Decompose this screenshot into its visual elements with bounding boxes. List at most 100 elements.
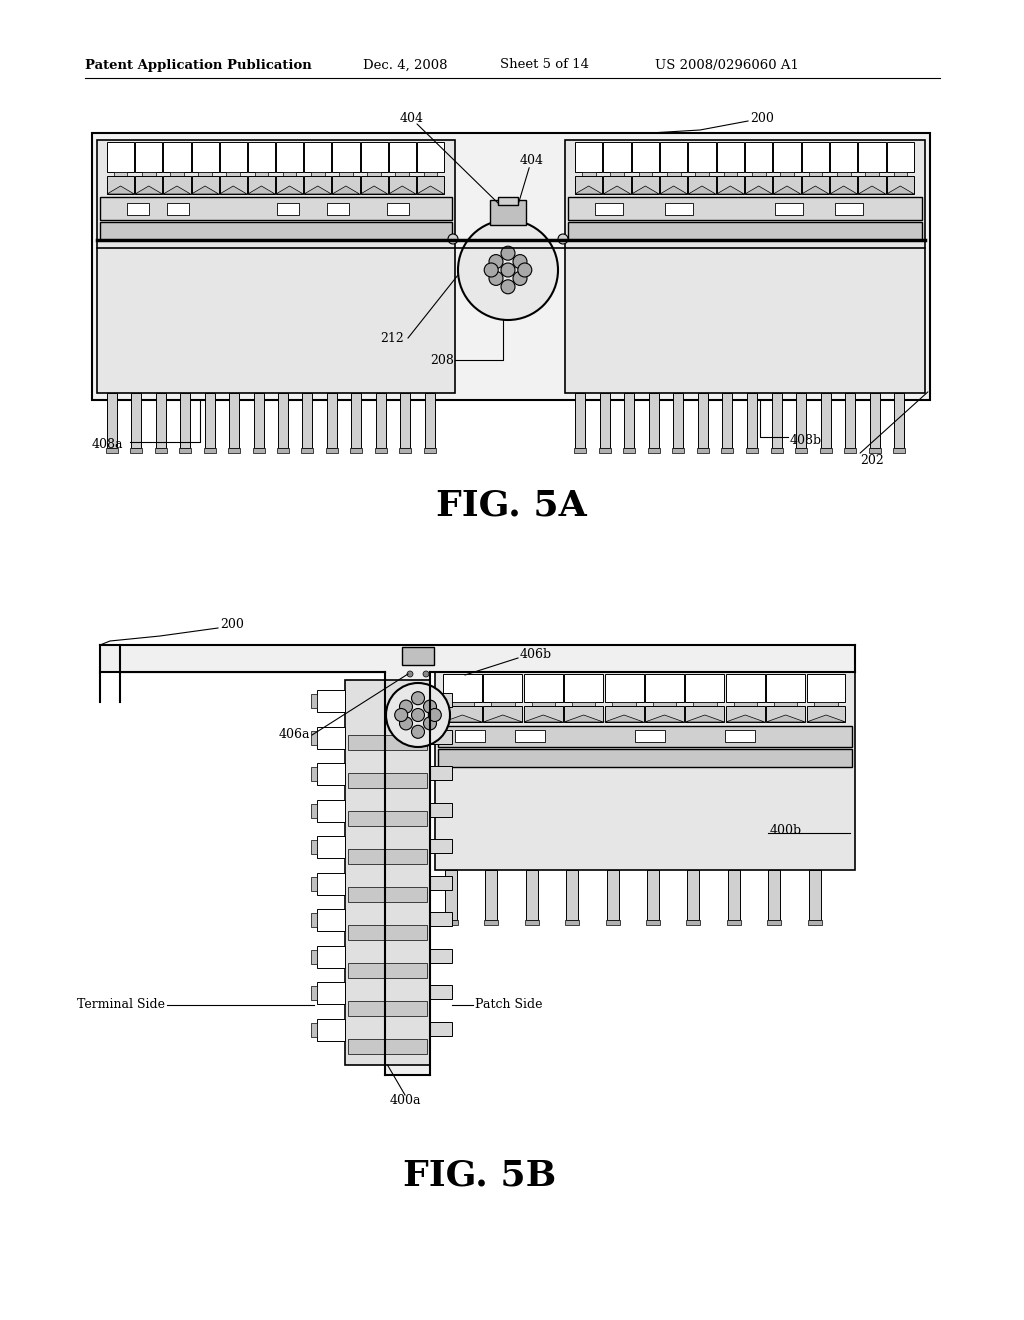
Bar	[443, 675, 482, 702]
Text: Sheet 5 of 14: Sheet 5 of 14	[500, 58, 589, 71]
Bar	[438, 748, 852, 767]
Text: US 2008/0296060 A1: US 2008/0296060 A1	[655, 58, 799, 71]
Bar	[311, 986, 317, 1001]
Bar	[348, 810, 427, 826]
Bar	[226, 172, 240, 180]
Bar	[385, 672, 430, 1074]
Bar	[564, 675, 603, 702]
Circle shape	[518, 263, 531, 277]
Bar	[865, 172, 879, 180]
Text: 212: 212	[380, 331, 403, 345]
Circle shape	[489, 272, 503, 285]
Polygon shape	[575, 186, 602, 194]
Bar	[317, 690, 345, 711]
Bar	[695, 172, 709, 180]
Bar	[156, 393, 166, 447]
Polygon shape	[164, 186, 190, 194]
Bar	[820, 393, 830, 447]
Bar	[350, 447, 362, 453]
Polygon shape	[106, 186, 134, 194]
Bar	[400, 393, 411, 447]
Bar	[660, 176, 687, 194]
Bar	[645, 706, 684, 722]
Text: FIG. 5A: FIG. 5A	[435, 488, 587, 521]
Bar	[430, 875, 452, 890]
Bar	[726, 706, 765, 722]
Bar	[595, 203, 623, 215]
Bar	[775, 203, 803, 215]
Bar	[301, 447, 313, 453]
Bar	[858, 143, 886, 172]
Bar	[417, 143, 444, 172]
Bar	[746, 393, 757, 447]
Bar	[430, 985, 452, 999]
Bar	[639, 172, 652, 180]
Bar	[417, 176, 444, 194]
Bar	[766, 675, 805, 702]
Bar	[443, 706, 482, 722]
Bar	[606, 870, 618, 920]
Bar	[685, 706, 724, 722]
Bar	[164, 176, 190, 194]
Bar	[697, 447, 709, 453]
Bar	[766, 706, 805, 722]
Bar	[399, 447, 412, 453]
Bar	[100, 645, 855, 672]
Bar	[430, 803, 452, 817]
Bar	[430, 840, 452, 853]
Bar	[844, 447, 856, 453]
Bar	[228, 447, 241, 453]
Bar	[424, 172, 437, 180]
Text: 400b: 400b	[770, 824, 802, 837]
Polygon shape	[443, 715, 482, 722]
Bar	[311, 172, 325, 180]
Bar	[893, 447, 905, 453]
Bar	[635, 730, 665, 742]
Bar	[768, 870, 780, 920]
Bar	[808, 920, 821, 925]
Polygon shape	[688, 186, 716, 194]
Bar	[106, 143, 134, 172]
Bar	[894, 172, 907, 180]
Circle shape	[501, 247, 515, 260]
Bar	[727, 920, 740, 925]
Text: 408b: 408b	[790, 433, 822, 446]
Circle shape	[399, 717, 413, 730]
Bar	[660, 143, 687, 172]
Bar	[575, 393, 585, 447]
Text: 408a: 408a	[92, 438, 124, 451]
Polygon shape	[645, 715, 684, 722]
Circle shape	[484, 263, 499, 277]
Bar	[724, 172, 737, 180]
Bar	[424, 447, 435, 453]
Bar	[603, 176, 631, 194]
Bar	[375, 447, 387, 453]
Bar	[564, 706, 603, 722]
Circle shape	[386, 682, 450, 747]
Polygon shape	[726, 715, 765, 722]
Bar	[311, 730, 317, 744]
Bar	[483, 706, 522, 722]
Bar	[430, 949, 452, 962]
Bar	[317, 873, 345, 895]
Bar	[425, 393, 434, 447]
Bar	[100, 222, 452, 240]
Bar	[387, 203, 409, 215]
Bar	[451, 702, 474, 709]
Text: 400a: 400a	[389, 1093, 421, 1106]
Text: 200: 200	[750, 111, 774, 124]
Text: 200: 200	[220, 619, 244, 631]
Polygon shape	[632, 186, 659, 194]
Bar	[317, 1019, 345, 1040]
Bar	[283, 172, 296, 180]
Bar	[311, 876, 317, 891]
Bar	[317, 836, 345, 858]
Bar	[348, 735, 427, 750]
Polygon shape	[766, 715, 805, 722]
Bar	[648, 447, 659, 453]
Bar	[248, 176, 275, 194]
Bar	[796, 447, 807, 453]
Bar	[490, 201, 526, 224]
Bar	[327, 393, 337, 447]
Polygon shape	[830, 186, 857, 194]
